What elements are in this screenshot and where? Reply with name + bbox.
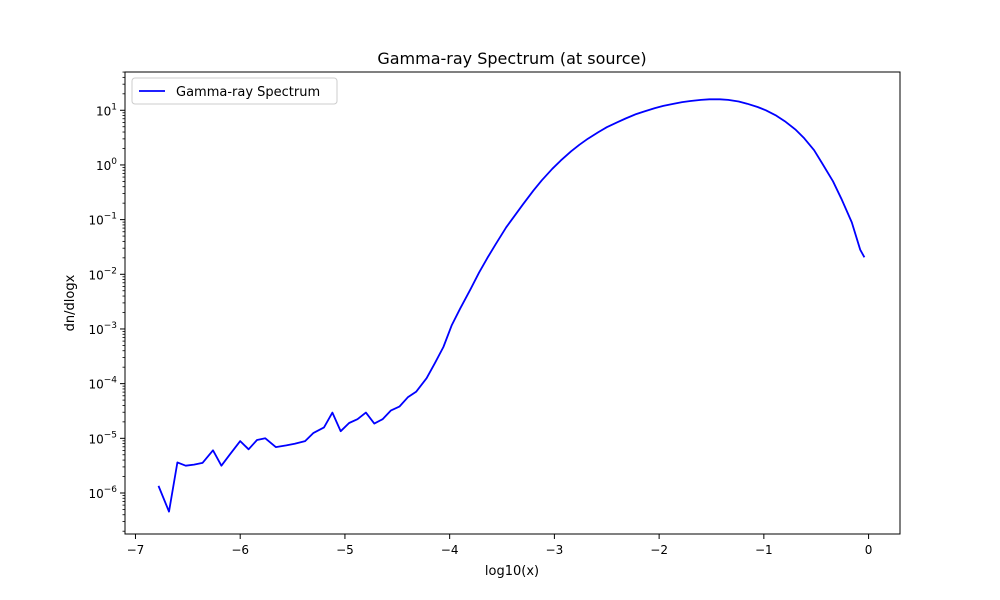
x-tick-label: −4 xyxy=(441,543,459,557)
x-tick-label: 0 xyxy=(865,543,873,557)
plot-area xyxy=(124,71,901,535)
x-tick-label: −1 xyxy=(755,543,773,557)
legend-box xyxy=(131,77,338,105)
legend: Gamma-ray Spectrum xyxy=(131,77,338,105)
y-tick-label: 10−2 xyxy=(88,266,117,282)
x-tick-label: −7 xyxy=(127,543,145,557)
y-axis-label: dn/dlogx xyxy=(63,274,78,331)
y-tick-label: 10−6 xyxy=(88,485,117,501)
y-tick-label: 10−1 xyxy=(88,212,117,228)
x-axis: −7 −6 −5 −4 −3 −2 −1 0 xyxy=(127,534,873,557)
series-line xyxy=(157,98,866,513)
y-tick-label: 10−4 xyxy=(88,376,117,392)
x-axis-label: log10(x) xyxy=(485,564,539,579)
axes-frame xyxy=(124,71,901,535)
series-layer xyxy=(157,98,866,513)
y-axis: 10−6 10−5 10−4 10−3 10−2 10−1 100 101 xyxy=(88,71,125,532)
x-tick-label: −3 xyxy=(546,543,564,557)
y-tick-label: 101 xyxy=(96,102,117,118)
y-tick-label: 100 xyxy=(96,157,117,173)
chart-title: Gamma-ray Spectrum (at source) xyxy=(377,49,646,68)
y-tick-label: 10−5 xyxy=(88,430,117,446)
x-tick-label: −5 xyxy=(336,543,354,557)
x-tick-label: −2 xyxy=(650,543,668,557)
legend-label: Gamma-ray Spectrum xyxy=(176,85,320,100)
x-tick-label: −6 xyxy=(231,543,249,557)
y-tick-label: 10−3 xyxy=(88,321,117,337)
